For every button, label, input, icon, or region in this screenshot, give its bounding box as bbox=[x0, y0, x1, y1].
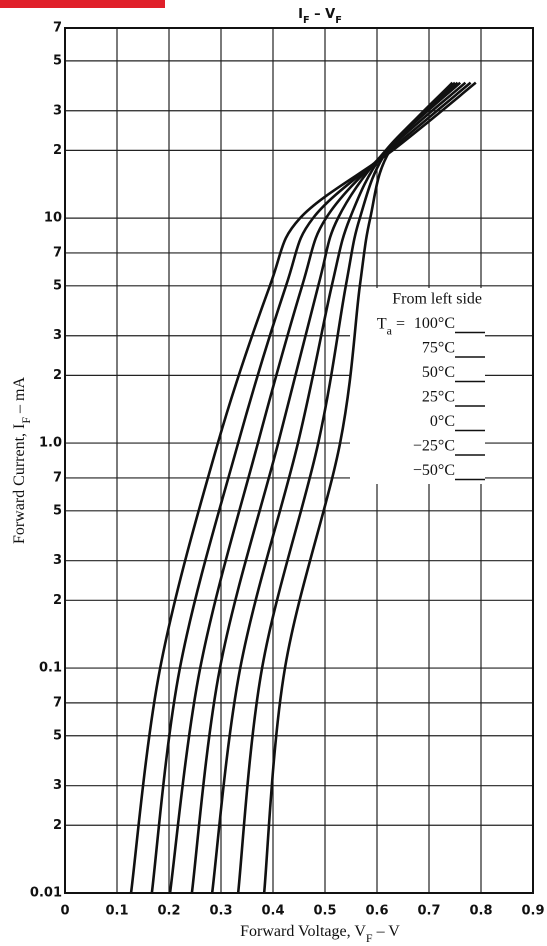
y-tick-label: 0.01 bbox=[30, 886, 62, 901]
curve bbox=[262, 81, 454, 894]
plot-frame bbox=[64, 27, 534, 894]
legend-prefix: Ta = bbox=[377, 315, 405, 337]
y-tick-label: 0.1 bbox=[39, 661, 62, 676]
y-tick-label: 3 bbox=[53, 778, 62, 793]
y-tick-label: 7 bbox=[53, 470, 62, 485]
legend-title: From left side bbox=[392, 291, 482, 308]
chart-title-part: – bbox=[310, 7, 326, 22]
y-axis-label: Forward Current, IF – mA bbox=[11, 377, 33, 545]
legend-label: −50°C bbox=[413, 462, 455, 479]
y-tick-label: 5 bbox=[53, 278, 62, 293]
y-tick-label: 2 bbox=[53, 593, 62, 608]
x-tick-label: 0.3 bbox=[209, 904, 232, 919]
y-tick-label: 2 bbox=[53, 368, 62, 383]
legend-label: 0°C bbox=[430, 413, 455, 430]
y-tick-label: 3 bbox=[53, 328, 62, 343]
chart-title-part: F bbox=[335, 15, 342, 26]
y-tick-label: 7 bbox=[53, 21, 62, 36]
curve bbox=[236, 81, 456, 894]
y-tick-label: 10 bbox=[44, 211, 62, 226]
curve bbox=[210, 81, 459, 894]
y-tick-label: 5 bbox=[53, 728, 62, 743]
y-axis-label-part: – mA bbox=[11, 377, 28, 417]
legend-prefix-part: T bbox=[377, 315, 387, 332]
legend-prefix-part: a bbox=[387, 323, 393, 337]
y-axis-label-part: Forward Current, I bbox=[11, 424, 28, 544]
chart-title-part: F bbox=[303, 15, 310, 26]
legend-label: 50°C bbox=[422, 364, 455, 381]
x-tick-label: 0 bbox=[60, 904, 69, 919]
legend-label: 100°C bbox=[414, 315, 455, 332]
x-tick-label: 0.4 bbox=[261, 904, 284, 919]
x-tick-label: 0.2 bbox=[157, 904, 180, 919]
x-tick-label: 0.6 bbox=[365, 904, 388, 919]
x-axis-label-part: F bbox=[366, 931, 373, 945]
y-tick-label: 5 bbox=[53, 53, 62, 68]
y-tick-label: 2 bbox=[53, 818, 62, 833]
y-tick-label: 1.0 bbox=[39, 436, 62, 451]
x-axis-label-part: Forward Voltage, V bbox=[240, 923, 366, 940]
x-tick-label: 0.1 bbox=[105, 904, 128, 919]
x-tick-label: 0.8 bbox=[469, 904, 492, 919]
y-axis-label-part: F bbox=[19, 417, 33, 424]
y-tick-label: 7 bbox=[53, 245, 62, 260]
x-tick-label: 0.7 bbox=[417, 904, 440, 919]
y-tick-label: 3 bbox=[53, 553, 62, 568]
x-tick-label: 0.5 bbox=[313, 904, 336, 919]
x-axis-label-part: – V bbox=[373, 923, 401, 940]
y-tick-label: 2 bbox=[53, 143, 62, 158]
legend-label: 75°C bbox=[422, 340, 455, 357]
legend-prefix-part: = bbox=[392, 315, 405, 332]
x-tick-label: 0.9 bbox=[521, 904, 544, 919]
legend-label: 25°C bbox=[422, 389, 455, 406]
top-bar bbox=[0, 0, 165, 8]
legend-label: −25°C bbox=[413, 438, 455, 455]
x-axis-label: Forward Voltage, VF – V bbox=[240, 923, 400, 945]
y-tick-label: 7 bbox=[53, 695, 62, 710]
y-tick-label: 3 bbox=[53, 103, 62, 118]
chart-title-part: V bbox=[325, 7, 335, 22]
y-tick-label: 5 bbox=[53, 503, 62, 518]
chart-title: IF – VF bbox=[298, 7, 342, 26]
chart-title-part: I bbox=[298, 7, 303, 22]
legend-bg bbox=[350, 288, 485, 484]
